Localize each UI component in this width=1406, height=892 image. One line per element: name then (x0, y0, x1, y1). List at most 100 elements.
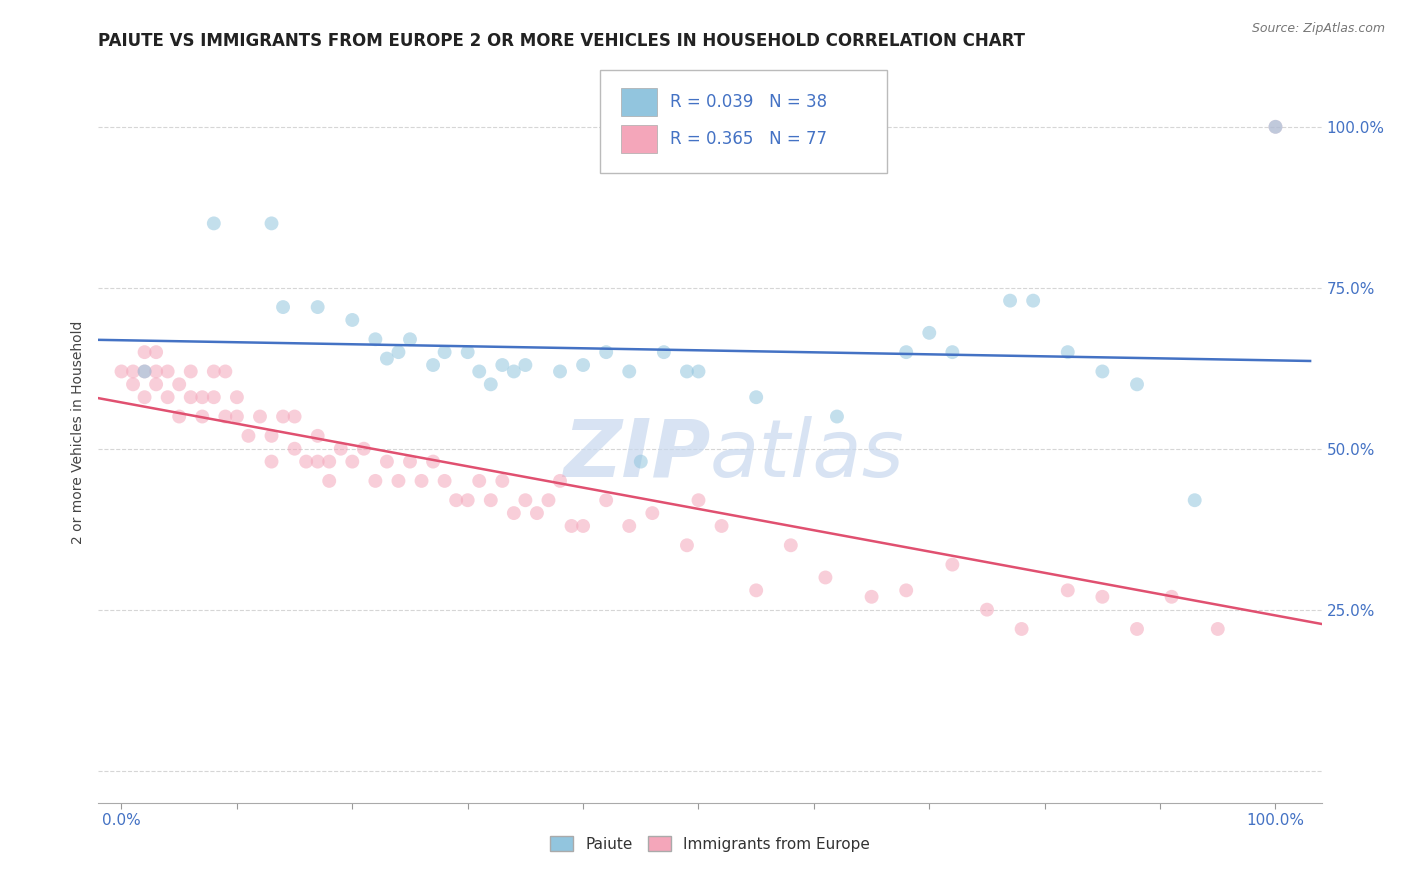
Point (122, 377, 145, 392)
Point (595, 493, 617, 508)
Point (145, 377, 167, 392)
Point (676, 364, 699, 378)
Point (1056, 583, 1078, 598)
Point (364, 474, 387, 488)
Point (457, 493, 479, 508)
Point (202, 216, 225, 230)
Point (572, 519, 595, 533)
Point (433, 474, 456, 488)
Point (548, 364, 571, 378)
Text: R = 0.365   N = 77: R = 0.365 N = 77 (669, 129, 827, 148)
Point (652, 345, 675, 359)
Point (896, 345, 918, 359)
Point (444, 493, 467, 508)
Point (214, 409, 236, 424)
Point (688, 364, 710, 378)
Point (479, 377, 502, 392)
Point (941, 558, 963, 572)
Point (167, 377, 190, 392)
Point (619, 519, 641, 533)
Point (180, 390, 202, 404)
Point (515, 358, 537, 372)
Point (307, 300, 329, 314)
Point (548, 474, 571, 488)
Point (641, 506, 664, 520)
Point (225, 390, 247, 404)
Point (318, 474, 340, 488)
Point (353, 442, 375, 456)
Y-axis label: 2 or more Vehicles in Household: 2 or more Vehicles in Household (72, 321, 86, 544)
Point (387, 345, 409, 359)
Point (630, 454, 652, 468)
Text: ZIP: ZIP (562, 416, 710, 494)
Point (134, 364, 156, 378)
Text: Source: ZipAtlas.com: Source: ZipAtlas.com (1251, 22, 1385, 36)
Point (491, 358, 513, 372)
Point (1160, 590, 1182, 604)
FancyBboxPatch shape (600, 70, 887, 173)
Point (156, 364, 179, 378)
Point (284, 409, 307, 424)
Point (422, 454, 444, 468)
Point (814, 570, 837, 584)
Point (1264, 120, 1286, 134)
Point (745, 390, 768, 404)
Point (329, 442, 352, 456)
Point (515, 493, 537, 508)
Point (1011, 622, 1033, 636)
FancyBboxPatch shape (620, 125, 658, 153)
Point (342, 313, 364, 327)
Point (825, 409, 848, 424)
Point (411, 474, 433, 488)
Point (318, 454, 340, 468)
Point (595, 345, 617, 359)
Point (260, 454, 283, 468)
Point (779, 538, 801, 552)
Point (214, 364, 236, 378)
Point (167, 409, 190, 424)
Point (134, 364, 156, 378)
Point (896, 583, 918, 598)
Point (284, 442, 307, 456)
Text: atlas: atlas (710, 416, 905, 494)
Point (1126, 622, 1149, 636)
Point (1206, 622, 1229, 636)
Point (399, 332, 422, 346)
Point (619, 364, 641, 378)
Point (249, 409, 271, 424)
Point (271, 300, 294, 314)
Point (387, 474, 409, 488)
Point (1056, 345, 1078, 359)
Point (537, 493, 560, 508)
Point (422, 358, 444, 372)
Point (998, 293, 1021, 308)
Point (134, 390, 156, 404)
Point (134, 345, 156, 359)
Point (375, 454, 398, 468)
Point (202, 364, 225, 378)
Point (364, 332, 387, 346)
Point (271, 409, 294, 424)
Point (375, 351, 398, 366)
Point (122, 364, 145, 378)
Legend: Paiute, Immigrants from Europe: Paiute, Immigrants from Europe (544, 830, 876, 858)
Point (307, 429, 329, 443)
Point (918, 326, 941, 340)
Point (225, 409, 247, 424)
Point (1264, 120, 1286, 134)
Point (1126, 377, 1149, 392)
Point (710, 519, 733, 533)
Point (468, 364, 491, 378)
Text: PAIUTE VS IMMIGRANTS FROM EUROPE 2 OR MORE VEHICLES IN HOUSEHOLD CORRELATION CHA: PAIUTE VS IMMIGRANTS FROM EUROPE 2 OR MO… (98, 32, 1025, 50)
Point (745, 583, 768, 598)
Point (191, 390, 214, 404)
Point (502, 364, 524, 378)
Point (468, 474, 491, 488)
Point (342, 454, 364, 468)
Point (260, 216, 283, 230)
Point (526, 506, 548, 520)
Text: R = 0.039   N = 38: R = 0.039 N = 38 (669, 93, 827, 111)
Point (260, 429, 283, 443)
Point (238, 429, 260, 443)
Point (1091, 590, 1114, 604)
